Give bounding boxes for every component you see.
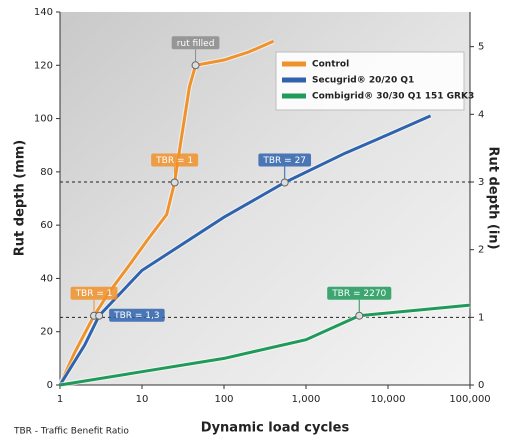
y-tick-label: 100 bbox=[34, 114, 53, 125]
annotation-label: TBR = 1 bbox=[75, 289, 113, 299]
annotation-label: TBR = 27 bbox=[262, 156, 306, 166]
y2-axis-title: Rut depth (in) bbox=[486, 146, 501, 249]
footnote: TBR - Traffic Benefit Ratio bbox=[13, 427, 129, 437]
y-tick-label: 40 bbox=[40, 273, 53, 284]
x-axis-title: Dynamic load cycles bbox=[201, 421, 350, 436]
y2-tick-label: 5 bbox=[478, 42, 484, 53]
legend: Control Secugrid® 20/20 Q1 Combigrid® 30/3… bbox=[276, 52, 474, 110]
annotation-point bbox=[356, 312, 363, 319]
y2-tick-label: 3 bbox=[478, 177, 484, 188]
x-tick-label: 10,000 bbox=[371, 394, 406, 405]
annotation-label: TBR = 1 bbox=[155, 156, 193, 166]
annotation-point bbox=[281, 179, 288, 186]
annotation-point bbox=[96, 312, 103, 319]
y-tick-label: 20 bbox=[40, 327, 53, 338]
y2-tick-label: 0 bbox=[478, 380, 484, 391]
annotation-label: rut filled bbox=[177, 39, 215, 49]
y-tick-label: 80 bbox=[40, 167, 53, 178]
annotation-point bbox=[171, 179, 178, 186]
y2-tick-label: 2 bbox=[478, 245, 484, 256]
x-tick-label: 1 bbox=[57, 394, 63, 405]
legend-label: Combigrid® 30/30 Q1 151 GRK3 bbox=[312, 92, 474, 102]
y-tick-label: 60 bbox=[40, 220, 53, 231]
x-tick-label: 10 bbox=[136, 394, 149, 405]
annotation-point bbox=[192, 62, 199, 69]
y2-tick-label: 4 bbox=[478, 109, 484, 120]
annotation-label: TBR = 1,3 bbox=[113, 311, 160, 321]
annotation-label: TBR = 2270 bbox=[331, 289, 386, 299]
y2-tick-label: 1 bbox=[478, 312, 484, 323]
chart: Rut depth (mm) Rut depth (in) Dynamic lo… bbox=[0, 0, 505, 441]
y-tick-label: 140 bbox=[34, 7, 53, 18]
x-tick-label: 100,000 bbox=[449, 394, 490, 405]
y-tick-label: 120 bbox=[34, 60, 53, 71]
y-tick-label: 0 bbox=[47, 380, 53, 391]
x-tick-label: 1,000 bbox=[292, 394, 321, 405]
legend-label: Control bbox=[312, 60, 349, 70]
legend-label: Secugrid® 20/20 Q1 bbox=[312, 76, 414, 86]
y-axis-title: Rut depth (mm) bbox=[13, 140, 28, 256]
x-tick-label: 100 bbox=[214, 394, 233, 405]
